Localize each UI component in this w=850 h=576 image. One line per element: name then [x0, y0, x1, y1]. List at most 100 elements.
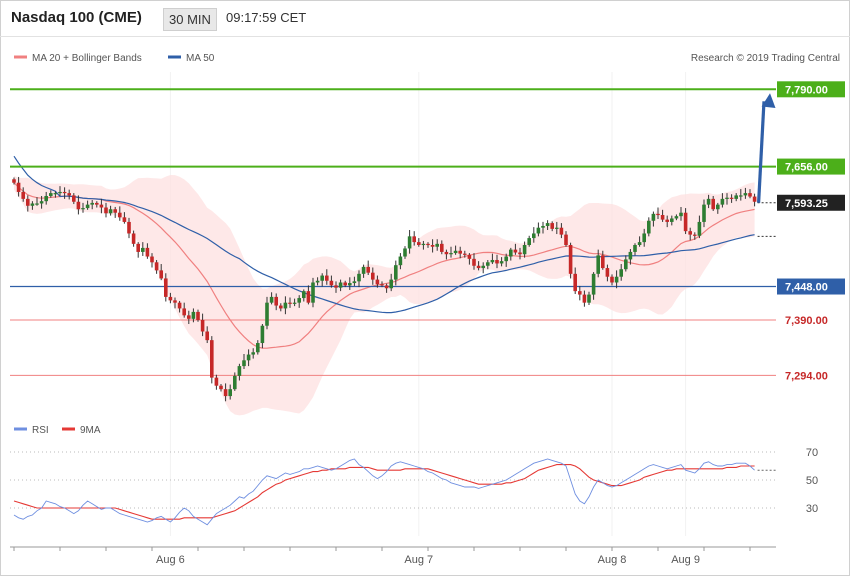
candle-body: [725, 197, 729, 199]
candle-body: [582, 294, 587, 303]
candle-body: [16, 182, 21, 192]
candle-body: [306, 291, 311, 303]
candle-body: [104, 207, 108, 214]
candle-body: [591, 273, 596, 295]
candle-body: [122, 217, 127, 222]
candle-body: [527, 238, 531, 245]
candle-body: [357, 273, 361, 282]
candle-body: [587, 294, 591, 303]
candle-body: [26, 198, 30, 206]
candle-body: [76, 201, 81, 210]
candle-body: [435, 243, 439, 247]
candle-body: [679, 212, 683, 217]
candle-body: [352, 281, 357, 284]
candle-body: [127, 221, 131, 234]
candle-body: [343, 282, 347, 286]
candle-body: [297, 298, 301, 303]
timestamp: 09:17:59 CET: [226, 10, 307, 25]
candle-body: [118, 212, 122, 218]
candle-body: [269, 296, 274, 303]
ma20-legend-label: MA 20 + Bollinger Bands: [32, 53, 142, 64]
candle-body: [274, 296, 278, 306]
candle-body: [58, 191, 62, 194]
candle-body: [311, 282, 315, 303]
candle-body: [467, 254, 472, 259]
rsi-ma9-line: [13, 464, 755, 520]
candle-body: [702, 204, 706, 222]
candle-body: [39, 201, 44, 204]
candle-body: [660, 215, 665, 220]
candle-body: [196, 311, 200, 320]
candle-body: [159, 270, 163, 279]
candle-body: [490, 259, 495, 263]
timeframe-button[interactable]: 30 MIN: [163, 8, 217, 31]
candle-body: [412, 236, 416, 243]
candle-body: [440, 243, 444, 252]
candle-body: [145, 247, 150, 257]
bollinger-band-fill: [14, 175, 755, 416]
candle-body: [366, 266, 370, 273]
candle-body: [614, 276, 619, 283]
candle-body: [12, 179, 16, 183]
last-price-label: 7,593.25: [785, 198, 828, 210]
ma50-legend-label: MA 50: [186, 53, 215, 64]
candle-body: [637, 242, 642, 245]
candle-body: [444, 251, 449, 255]
candle-body: [237, 366, 242, 376]
candle-body: [532, 233, 536, 239]
candle-body: [283, 302, 288, 309]
price-tag-label: 7,448.00: [785, 282, 828, 294]
instrument-title: Nasdaq 100 (CME): [11, 9, 142, 26]
rsi-legend: RSI 9MA: [14, 425, 101, 436]
candle-body: [95, 202, 99, 205]
candle-body: [472, 258, 476, 266]
candle-body: [302, 291, 306, 299]
candle-body: [642, 233, 646, 243]
candle-body: [67, 193, 71, 196]
candle-body: [85, 204, 90, 209]
candle-body: [504, 256, 508, 262]
candle-body: [182, 308, 186, 316]
candle-body: [550, 223, 554, 229]
candle-body: [256, 343, 260, 353]
candle-body: [348, 283, 352, 286]
candle-body: [555, 227, 559, 229]
candle-body: [513, 249, 518, 253]
rsi-tick-label: 30: [806, 503, 818, 515]
candle-body: [716, 204, 720, 210]
candle-body: [53, 193, 58, 195]
candle-body: [674, 216, 679, 219]
price-tag-box: [777, 158, 845, 175]
candle-body: [578, 291, 582, 295]
candle-body: [407, 236, 412, 249]
candle-body: [564, 234, 568, 245]
main-legend: MA 20 + Bollinger Bands MA 50 Research ©…: [14, 53, 840, 64]
projection-arrow-head: [761, 93, 776, 108]
candle-body: [242, 360, 246, 367]
rsi-legend-label: RSI: [32, 425, 49, 436]
ma9-legend-label: 9MA: [80, 425, 101, 436]
candle-body: [210, 340, 214, 378]
candle-body: [748, 193, 752, 197]
x-axis-label: Aug 6: [156, 554, 185, 566]
candle-body: [219, 385, 223, 390]
candle-body: [99, 204, 104, 208]
candle-body: [688, 231, 692, 235]
candle-body: [329, 280, 334, 286]
candle-body: [164, 278, 168, 297]
rsi-tick-label: 70: [806, 447, 818, 459]
candle-body: [656, 213, 660, 216]
candle-body: [711, 198, 715, 210]
rsi-line: [13, 458, 755, 526]
price-tag-label: 7,790.00: [785, 84, 828, 96]
candle-body: [536, 227, 541, 234]
candle-body: [380, 284, 384, 286]
candle-body: [108, 209, 113, 214]
candle-body: [131, 233, 136, 244]
candle-body: [619, 269, 623, 277]
candle-body: [288, 302, 292, 304]
x-axis-label: Aug 8: [598, 554, 627, 566]
candle-body: [223, 389, 228, 397]
projection-arrow: [757, 93, 776, 203]
candle-body: [665, 219, 669, 222]
